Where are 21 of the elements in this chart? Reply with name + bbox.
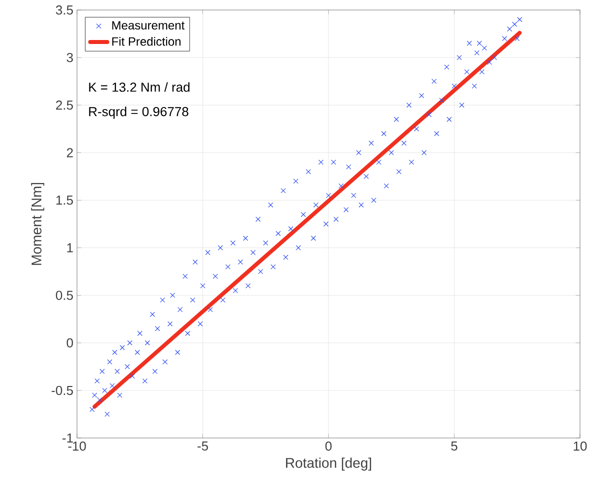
y-tick-label: 0.5: [56, 290, 73, 300]
y-tick-label: 3.5: [56, 5, 73, 15]
y-tick-label: 2.5: [56, 100, 73, 110]
y-tick-label: 2: [66, 148, 73, 158]
x-tick-label: -5: [198, 442, 208, 451]
y-tick-label: -1: [62, 434, 73, 442]
x-axis-title: Rotation [deg]: [286, 458, 372, 471]
legend-label: Fit Prediction: [112, 36, 181, 46]
y-tick-label: 1.5: [56, 196, 73, 205]
y-tick-label: 0: [66, 338, 73, 348]
annotation: R-sqrd = 0.96778: [89, 106, 188, 119]
annotation: K = 13.2 Nm / rad: [89, 82, 190, 92]
x-tick-label: -10: [68, 442, 86, 451]
y-tick-label: -0.5: [52, 386, 73, 396]
y-axis-title: Moment [Nm]: [31, 183, 44, 265]
x-tick-label: 5: [451, 442, 458, 451]
x-tick-label: 10: [574, 442, 587, 451]
x-tick-label: 0: [325, 442, 332, 451]
legend-label: Measurement: [112, 21, 185, 30]
y-tick-label: 1: [67, 243, 73, 252]
y-tick-label: 3: [66, 52, 73, 62]
